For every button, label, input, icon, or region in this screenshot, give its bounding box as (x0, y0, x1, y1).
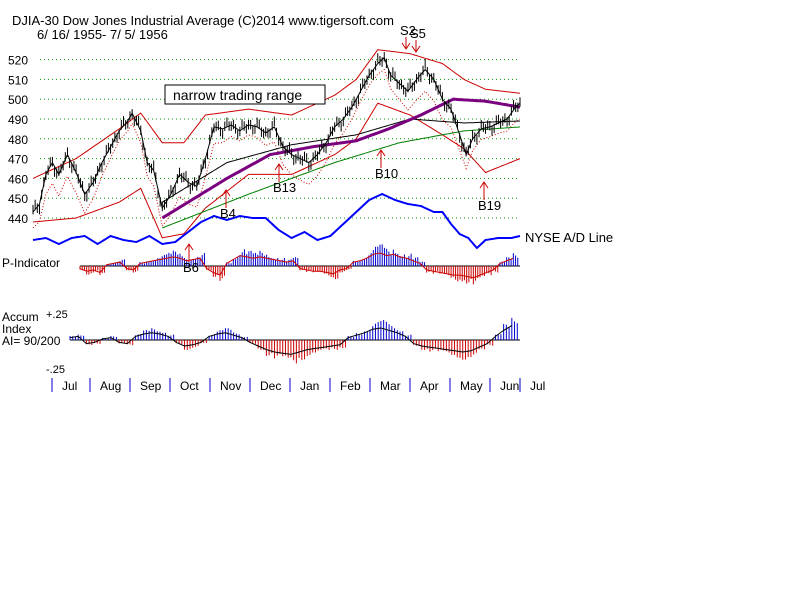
signal-arrow (184, 243, 194, 262)
y-tick-label: 490 (8, 113, 28, 127)
y-tick-label: 470 (8, 153, 28, 167)
range-label: narrow trading range (173, 87, 302, 103)
signal-label: B4 (220, 206, 236, 221)
month-label: May (460, 379, 483, 393)
month-label: Nov (220, 379, 241, 393)
signal-arrow (411, 40, 421, 53)
lower-band-line (32, 102, 521, 239)
month-label: Jan (300, 379, 319, 393)
signal-arrow (401, 37, 411, 50)
p-indicator-ma (79, 252, 514, 279)
month-label: Apr (420, 379, 439, 393)
bollinger-bands (32, 49, 521, 239)
accum-label-1: Accum (2, 310, 39, 324)
signal-label: B6 (183, 260, 199, 275)
accum-label-3: AI= 90/200 (2, 334, 61, 348)
ma-green-line (162, 126, 521, 229)
signal-label: B10 (375, 166, 398, 181)
signal-label: S2 (400, 23, 416, 38)
range-label-box (164, 84, 326, 105)
month-label: Jul (530, 379, 545, 393)
price-series (32, 52, 521, 215)
y-tick-label: 500 (8, 93, 28, 107)
p-indicator-panel (79, 244, 520, 285)
signal-label: B19 (478, 198, 501, 213)
y-tick-label: 480 (8, 133, 28, 147)
month-label: Aug (100, 379, 121, 393)
accum-top-tick: +.25 (46, 309, 68, 321)
accum-ma (69, 325, 513, 355)
signal-label: B13 (273, 180, 296, 195)
ma-long-line (161, 97, 521, 220)
ma-black-line (162, 118, 521, 203)
month-label: Mar (380, 379, 401, 393)
accum-index-panel (69, 317, 520, 364)
month-label: Feb (340, 379, 361, 393)
accum-bottom-tick: -.25 (46, 364, 65, 376)
x-axis: Jul Aug Sep Oct Nov Dec Jan Feb Mar Apr May Jun Jul (51, 378, 545, 393)
month-label: Sep (140, 379, 162, 393)
ad-label: NYSE A/D Line (525, 230, 613, 245)
upper-band-line (32, 49, 521, 179)
price-line (32, 56, 521, 213)
signal-arrow (479, 181, 489, 200)
signal-arrow (274, 163, 284, 182)
y-axis: 440 450 460 470 480 490 500 510 520 (8, 54, 28, 226)
signal-label: S5 (410, 26, 426, 41)
accum-label-2: Index (2, 322, 31, 336)
y-tick-label: 520 (8, 54, 28, 68)
moving-averages (161, 97, 521, 229)
chart-title: DJIA-30 Dow Jones Industrial Average (C)… (12, 13, 394, 28)
y-tick-label: 440 (8, 212, 28, 226)
signal-arrow (221, 189, 231, 208)
signal-arrow (376, 149, 386, 168)
ad-line (32, 192, 521, 250)
month-label: Dec (260, 379, 281, 393)
month-label: Jul (62, 379, 77, 393)
ad-line-series (32, 192, 521, 250)
y-tick-label: 450 (8, 192, 28, 206)
y-tick-label: 460 (8, 172, 28, 186)
month-label: Jun (500, 379, 519, 393)
month-label: Oct (180, 379, 199, 393)
p-indicator-label: P-Indicator (2, 256, 60, 270)
y-tick-label: 510 (8, 73, 28, 87)
chart-date-range: 6/ 16/ 1955- 7/ 5/ 1956 (37, 27, 168, 42)
